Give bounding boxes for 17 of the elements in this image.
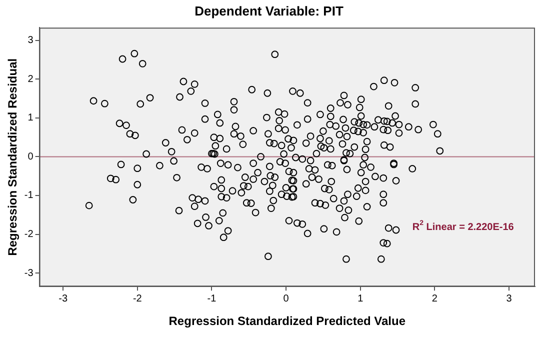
x-tick-label: 2: [432, 293, 438, 304]
x-tick-label: 3: [506, 293, 512, 304]
x-tick-label: -1: [207, 293, 217, 304]
x-tick-label: 0: [283, 293, 290, 304]
chart-title: Dependent Variable: PIT: [194, 3, 344, 18]
y-tick-label: 3: [28, 35, 34, 46]
y-tick-label: 1: [28, 112, 34, 124]
x-tick-label: 1: [358, 293, 364, 304]
x-tick-label: -3: [58, 293, 68, 304]
x-tick-label: -2: [132, 293, 142, 304]
y-tick-label: -2: [24, 229, 34, 240]
y-axis-title: Regression Standardized Residual: [6, 58, 20, 256]
y-tick-label: -3: [24, 268, 34, 279]
x-axis-title: Regression Standardized Predicted Value: [168, 314, 406, 328]
y-tick-label: 0: [28, 151, 34, 162]
y-tick-label: 2: [28, 74, 34, 85]
y-tick-label: -1: [24, 190, 34, 202]
